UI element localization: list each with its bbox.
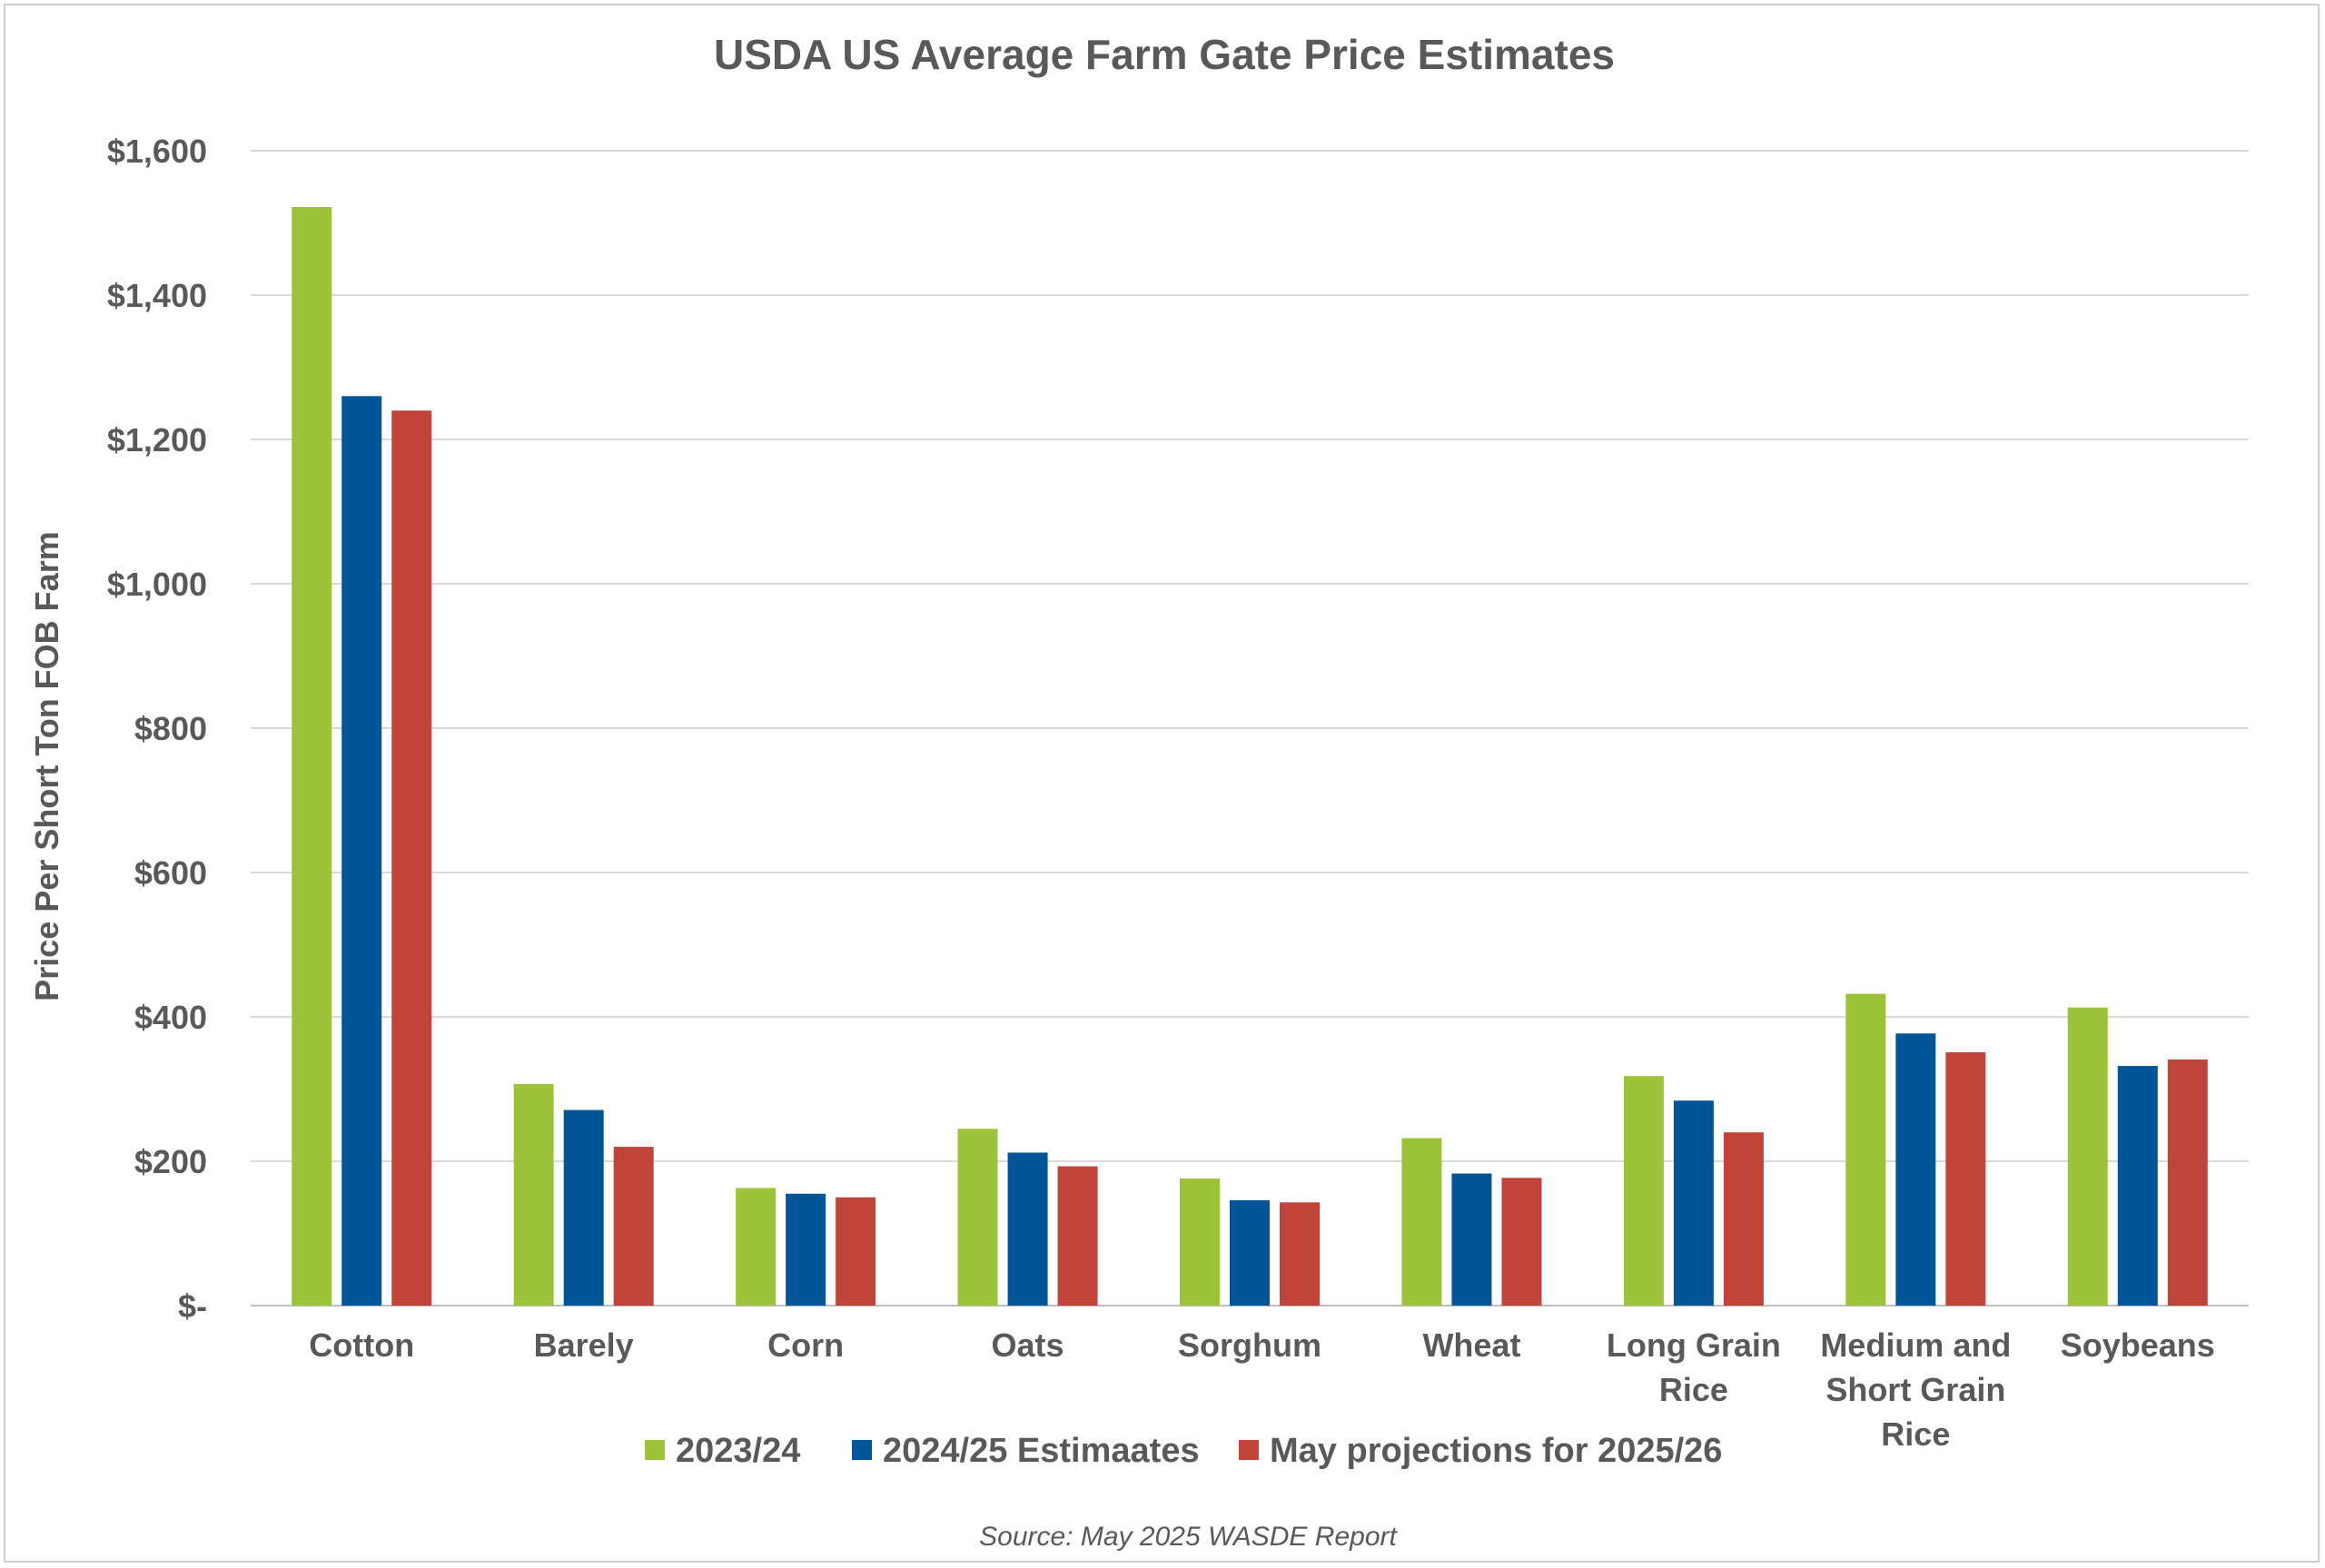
bar [613,1147,654,1306]
y-axis-label: Price Per Short Ton FOB Farm [28,531,65,1001]
bar [1845,993,1886,1306]
bar [2117,1066,2158,1306]
y-tick-label: $600 [134,854,207,892]
bar-chart: USDA US Average Farm Gate Price Estimate… [28,31,2249,1552]
bar [1280,1202,1320,1306]
legend-swatch [645,1440,665,1460]
category-label-line: Sorghum [1178,1326,1321,1364]
y-tick-label: $200 [134,1143,207,1180]
legend-label: May projections for 2025/26 [1270,1432,1722,1470]
bar [292,207,332,1306]
bar [1501,1178,1542,1306]
category-label-line: Oats [992,1326,1064,1364]
bar [513,1083,554,1306]
bars [292,207,2208,1306]
category-label-line: Short Grain [1825,1371,2005,1408]
y-tick-label: $400 [134,999,207,1036]
bar [2067,1007,2108,1306]
bar [1057,1166,1098,1306]
chart-frame: USDA US Average Farm Gate Price Estimate… [4,4,2320,1563]
bar [1451,1173,1492,1306]
category-label: Wheat [1422,1326,1520,1364]
category-label-line: Medium and [1820,1326,2011,1364]
bar [736,1188,777,1306]
category-label: Oats [992,1326,1064,1364]
bar [1673,1100,1714,1306]
legend-swatch [852,1440,872,1460]
category-label-line: Rice [1881,1415,1950,1453]
bar [1945,1051,1986,1306]
chart-title: USDA US Average Farm Gate Price Estimate… [714,31,1615,78]
bar [563,1109,604,1306]
y-tick-label: $800 [134,710,207,747]
legend-label: 2023/24 [676,1432,800,1470]
x-axis-categories: Cotton Barely Corn Oats Sorghum Wheat Long Gra… [309,1326,2215,1453]
y-tick-label: $1,600 [107,133,207,170]
y-tick-label: $- [178,1287,207,1325]
legend: 2023/24 2024/25 Estimaates May projections… [645,1432,1722,1470]
bar [1895,1033,1936,1306]
bar [836,1197,876,1306]
legend-label: 2024/25 Estimaates [883,1432,1200,1470]
bar [391,410,432,1306]
category-label-line: Soybeans [2061,1326,2215,1364]
bar [1007,1152,1048,1306]
category-label-line: Barely [534,1326,634,1364]
bar [1401,1138,1442,1306]
bar [341,396,382,1306]
y-tick-label: $1,000 [107,566,207,603]
category-label-line: Corn [767,1326,844,1364]
category-label: Cotton [309,1326,414,1364]
bar [1723,1132,1764,1306]
category-label: Soybeans [2061,1326,2215,1364]
category-label: Barely [534,1326,634,1364]
y-axis-ticks: $- $200 $400 $600 $800 $1,000 $1,200 $1,400 $1,6… [107,133,207,1325]
bar [2167,1059,2208,1306]
category-label-line: Long Grain [1607,1326,1781,1364]
source-note: Source: May 2025 WASDE Report [979,1522,1398,1552]
bar [786,1193,826,1306]
bar [1230,1199,1270,1306]
legend-swatch [1239,1440,1259,1460]
category-label-line: Wheat [1422,1326,1520,1364]
bar [1623,1076,1664,1306]
bar [1180,1178,1220,1306]
category-label-line: Cotton [309,1326,414,1364]
category-label: Medium and Short Grain Rice [1820,1326,2011,1453]
category-label: Corn [767,1326,844,1364]
y-tick-label: $1,400 [107,277,207,314]
bar [957,1129,998,1306]
y-tick-label: $1,200 [107,421,207,459]
category-label: Long Grain Rice [1607,1326,1781,1408]
category-label-line: Rice [1659,1371,1728,1408]
category-label: Sorghum [1178,1326,1321,1364]
